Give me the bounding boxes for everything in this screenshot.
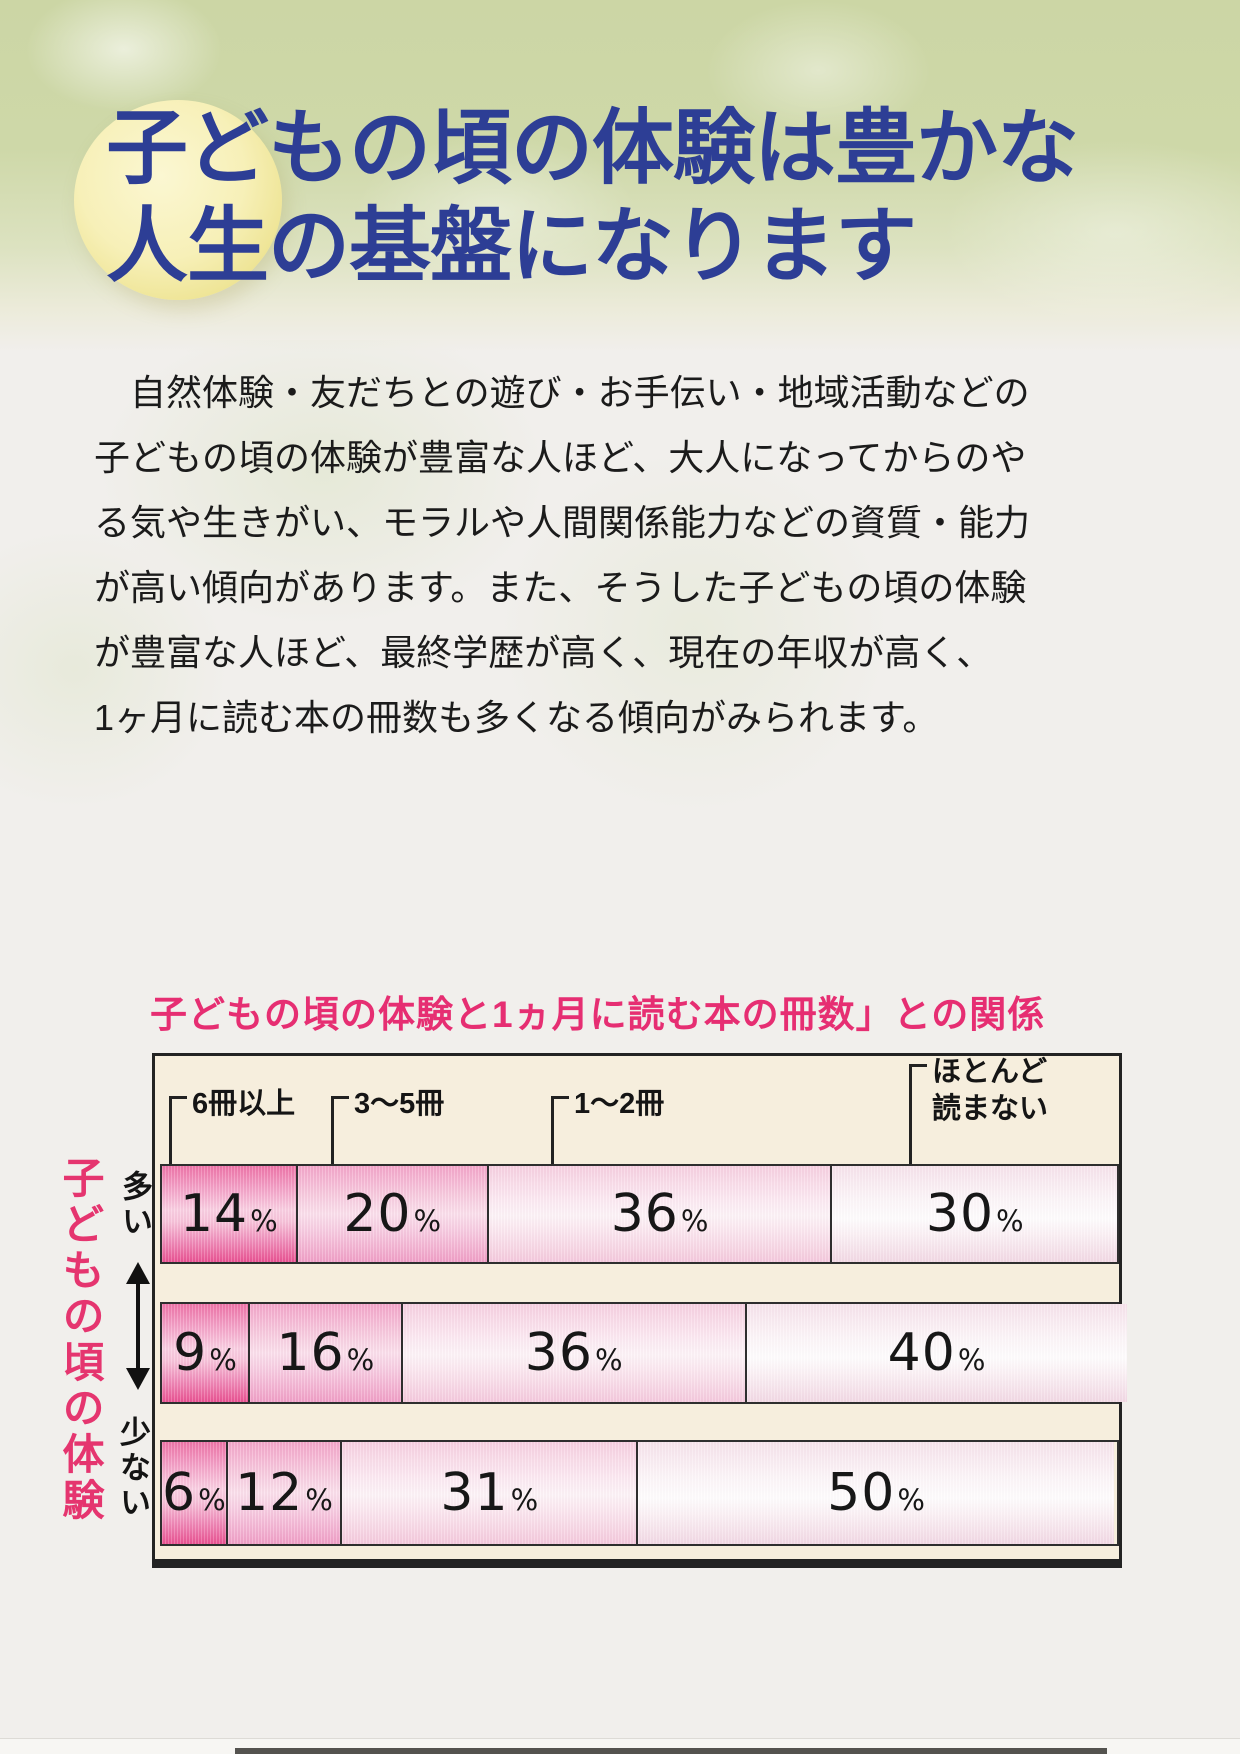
bar-segment: 31% bbox=[340, 1442, 637, 1544]
page-title-line1: 子どもの頃の体験は豊かな bbox=[106, 103, 1079, 194]
segment-value: 20 bbox=[343, 1184, 412, 1244]
segment-value-label: 31% bbox=[440, 1463, 538, 1523]
segment-value-label: 40% bbox=[888, 1323, 986, 1383]
legend-label: 6冊以上 bbox=[192, 1088, 296, 1120]
paragraph-line: 1ヶ月に読む本の冊数も多くなる傾向がみられます。 bbox=[94, 697, 939, 738]
segment-value-label: 50% bbox=[827, 1463, 925, 1523]
percent-sign: % bbox=[250, 1204, 278, 1238]
paragraph-line: る気や生きがい、モラルや人間関係能力などの資質・能力 bbox=[94, 502, 1031, 543]
bar-segment: 14% bbox=[162, 1166, 296, 1262]
bar-segment: 12% bbox=[225, 1442, 341, 1544]
segment-value: 12 bbox=[235, 1463, 304, 1523]
legend-bracket-line bbox=[551, 1096, 569, 1187]
bar-row: 6% 12% 31% 50% bbox=[160, 1440, 1119, 1546]
legend-item: ほとんど 読まない bbox=[909, 1056, 1048, 1189]
axis-label-many: 多い bbox=[117, 1170, 152, 1240]
y-axis-title: 子どもの頃の体験 bbox=[57, 1156, 104, 1524]
segment-value-label: 20% bbox=[343, 1184, 441, 1244]
percent-sign: % bbox=[680, 1204, 709, 1238]
segment-value: 14 bbox=[179, 1184, 249, 1244]
segment-value: 16 bbox=[276, 1323, 345, 1383]
segment-value: 36 bbox=[610, 1184, 679, 1244]
page-title: 子どもの頃の体験は豊かな 人生の基盤になります bbox=[106, 100, 1079, 296]
bar-segment: 16% bbox=[247, 1304, 401, 1402]
bar-segment: 30% bbox=[830, 1166, 1117, 1262]
percent-sign: % bbox=[413, 1204, 442, 1238]
paragraph-line: が豊富な人ほど、最終学歴が高く、現在の年収が高く、 bbox=[94, 632, 993, 673]
legend-item: 3〜5冊 bbox=[331, 1088, 444, 1187]
paragraph-line: 子どもの頃の体験が豊富な人ほど、大人になってからのや bbox=[94, 437, 1027, 478]
paragraph-line: 自然体験・友だちとの遊び・お手伝い・地域活動などの bbox=[94, 372, 1030, 413]
segment-value: 50 bbox=[827, 1463, 896, 1523]
segment-value-label: 16% bbox=[276, 1323, 374, 1383]
legend-bracket-line bbox=[909, 1064, 927, 1189]
segment-value: 31 bbox=[440, 1463, 509, 1523]
segment-value: 30 bbox=[925, 1184, 995, 1244]
segment-value: 36 bbox=[524, 1323, 593, 1383]
percent-sign: % bbox=[209, 1343, 237, 1377]
legend-bracket-line bbox=[331, 1096, 349, 1187]
percent-sign: % bbox=[957, 1343, 986, 1377]
segment-value: 6 bbox=[162, 1463, 197, 1523]
arrow-shaft bbox=[136, 1284, 140, 1368]
segment-value-label: 30% bbox=[926, 1184, 1024, 1244]
moon-circle-decoration bbox=[74, 100, 282, 300]
percent-sign: % bbox=[996, 1204, 1024, 1238]
segment-value: 9 bbox=[173, 1323, 208, 1383]
axis-label-few: 少ない bbox=[115, 1416, 150, 1521]
bar-segment: 9% bbox=[162, 1304, 248, 1402]
percent-sign: % bbox=[897, 1483, 925, 1517]
segment-value-label: 6% bbox=[162, 1463, 226, 1523]
segment-value: 40 bbox=[887, 1323, 956, 1383]
bar-segment: 50% bbox=[636, 1442, 1114, 1544]
legend-item: 1〜2冊 bbox=[551, 1088, 664, 1187]
segment-value-label: 36% bbox=[525, 1323, 623, 1383]
percent-sign: % bbox=[198, 1483, 226, 1517]
segment-value-label: 9% bbox=[173, 1323, 237, 1383]
percent-sign: % bbox=[510, 1483, 539, 1517]
intro-paragraph: 自然体験・友だちとの遊び・お手伝い・地域活動などの 子どもの頃の体験が豊富な人ほど… bbox=[94, 360, 1054, 750]
chart-title: 子どもの頃の体験と1ヵ月に読む本の冊数」との関係 bbox=[150, 994, 1046, 1035]
arrow-down-head bbox=[126, 1368, 150, 1390]
percent-sign: % bbox=[594, 1343, 623, 1377]
percent-sign: % bbox=[346, 1343, 375, 1377]
bar-segment: 20% bbox=[295, 1166, 487, 1262]
axis-double-arrow-icon bbox=[125, 1262, 151, 1390]
paragraph-line: が高い傾向があります。また、そうした子どもの頃の体験 bbox=[94, 567, 1027, 608]
scan-edge-strip bbox=[235, 1748, 1107, 1754]
bar-segment: 40% bbox=[744, 1304, 1127, 1402]
chart-area: 6冊以上 3〜5冊 1〜2冊 ほとんど 読まない 14% 20% 36% 30% 9% 16% 36… bbox=[152, 1053, 1127, 1568]
bar-row: 14% 20% 36% 30% bbox=[160, 1164, 1119, 1264]
percent-sign: % bbox=[305, 1483, 333, 1517]
legend-label: 1〜2冊 bbox=[574, 1088, 665, 1120]
page-title-line2: 人生の基盤になります bbox=[106, 201, 917, 292]
segment-value-label: 14% bbox=[180, 1184, 278, 1244]
legend-label: 3〜5冊 bbox=[354, 1088, 445, 1120]
bar-segment: 36% bbox=[400, 1304, 745, 1402]
bar-segment: 6% bbox=[162, 1442, 226, 1544]
segment-value-label: 36% bbox=[611, 1184, 709, 1244]
segment-value-label: 12% bbox=[235, 1463, 333, 1523]
bar-segment: 36% bbox=[486, 1166, 831, 1262]
arrow-up-head bbox=[126, 1262, 150, 1284]
legend-label: ほとんど 読まない bbox=[932, 1056, 1049, 1125]
legend-bracket-line bbox=[169, 1096, 187, 1187]
legend-item: 6冊以上 bbox=[169, 1088, 295, 1187]
bar-row: 9% 16% 36% 40% bbox=[160, 1302, 1127, 1404]
